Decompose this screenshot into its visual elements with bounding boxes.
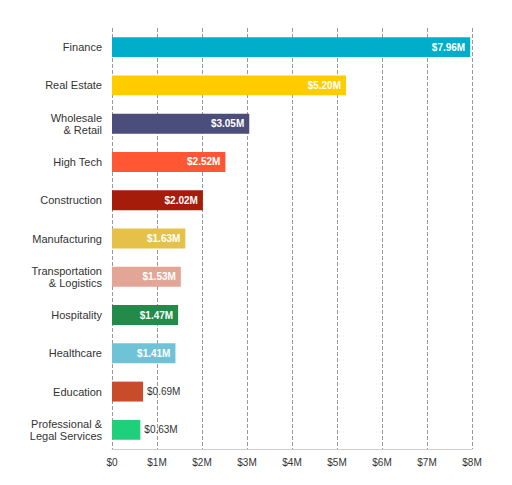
svg-text:& Retail: & Retail: [63, 124, 102, 136]
svg-text:$1.41M: $1.41M: [137, 348, 170, 359]
svg-text:$2.02M: $2.02M: [165, 195, 198, 206]
svg-text:Transportation: Transportation: [31, 265, 102, 277]
svg-text:& Logistics: & Logistics: [49, 277, 103, 289]
svg-text:$7.96M: $7.96M: [432, 42, 465, 53]
svg-text:Hospitality: Hospitality: [51, 309, 102, 321]
svg-text:Manufacturing: Manufacturing: [32, 233, 102, 245]
svg-text:$1.47M: $1.47M: [140, 310, 173, 321]
svg-text:$2M: $2M: [192, 457, 211, 468]
svg-text:Finance: Finance: [63, 41, 102, 53]
svg-text:$4M: $4M: [282, 457, 301, 468]
svg-text:$1M: $1M: [147, 457, 166, 468]
svg-text:High Tech: High Tech: [53, 156, 102, 168]
svg-text:$8M: $8M: [462, 457, 481, 468]
svg-text:$7M: $7M: [417, 457, 436, 468]
svg-text:$2.52M: $2.52M: [187, 156, 220, 167]
svg-text:Wholesale: Wholesale: [51, 112, 102, 124]
svg-text:Education: Education: [53, 386, 102, 398]
svg-text:$5.20M: $5.20M: [308, 80, 341, 91]
svg-text:$1.63M: $1.63M: [147, 233, 180, 244]
svg-text:Construction: Construction: [40, 194, 102, 206]
svg-text:$0.69M: $0.69M: [147, 386, 180, 397]
svg-text:Legal Services: Legal Services: [30, 430, 103, 442]
svg-text:$1.53M: $1.53M: [142, 271, 175, 282]
svg-text:Real Estate: Real Estate: [45, 79, 102, 91]
svg-text:$5M: $5M: [327, 457, 346, 468]
svg-text:$0: $0: [106, 457, 118, 468]
svg-text:$0.63M: $0.63M: [144, 424, 177, 435]
svg-text:Healthcare: Healthcare: [49, 347, 102, 359]
svg-text:$6M: $6M: [372, 457, 391, 468]
svg-text:Professional &: Professional &: [31, 418, 103, 430]
svg-text:$3.05M: $3.05M: [211, 118, 244, 129]
svg-text:$3M: $3M: [237, 457, 256, 468]
